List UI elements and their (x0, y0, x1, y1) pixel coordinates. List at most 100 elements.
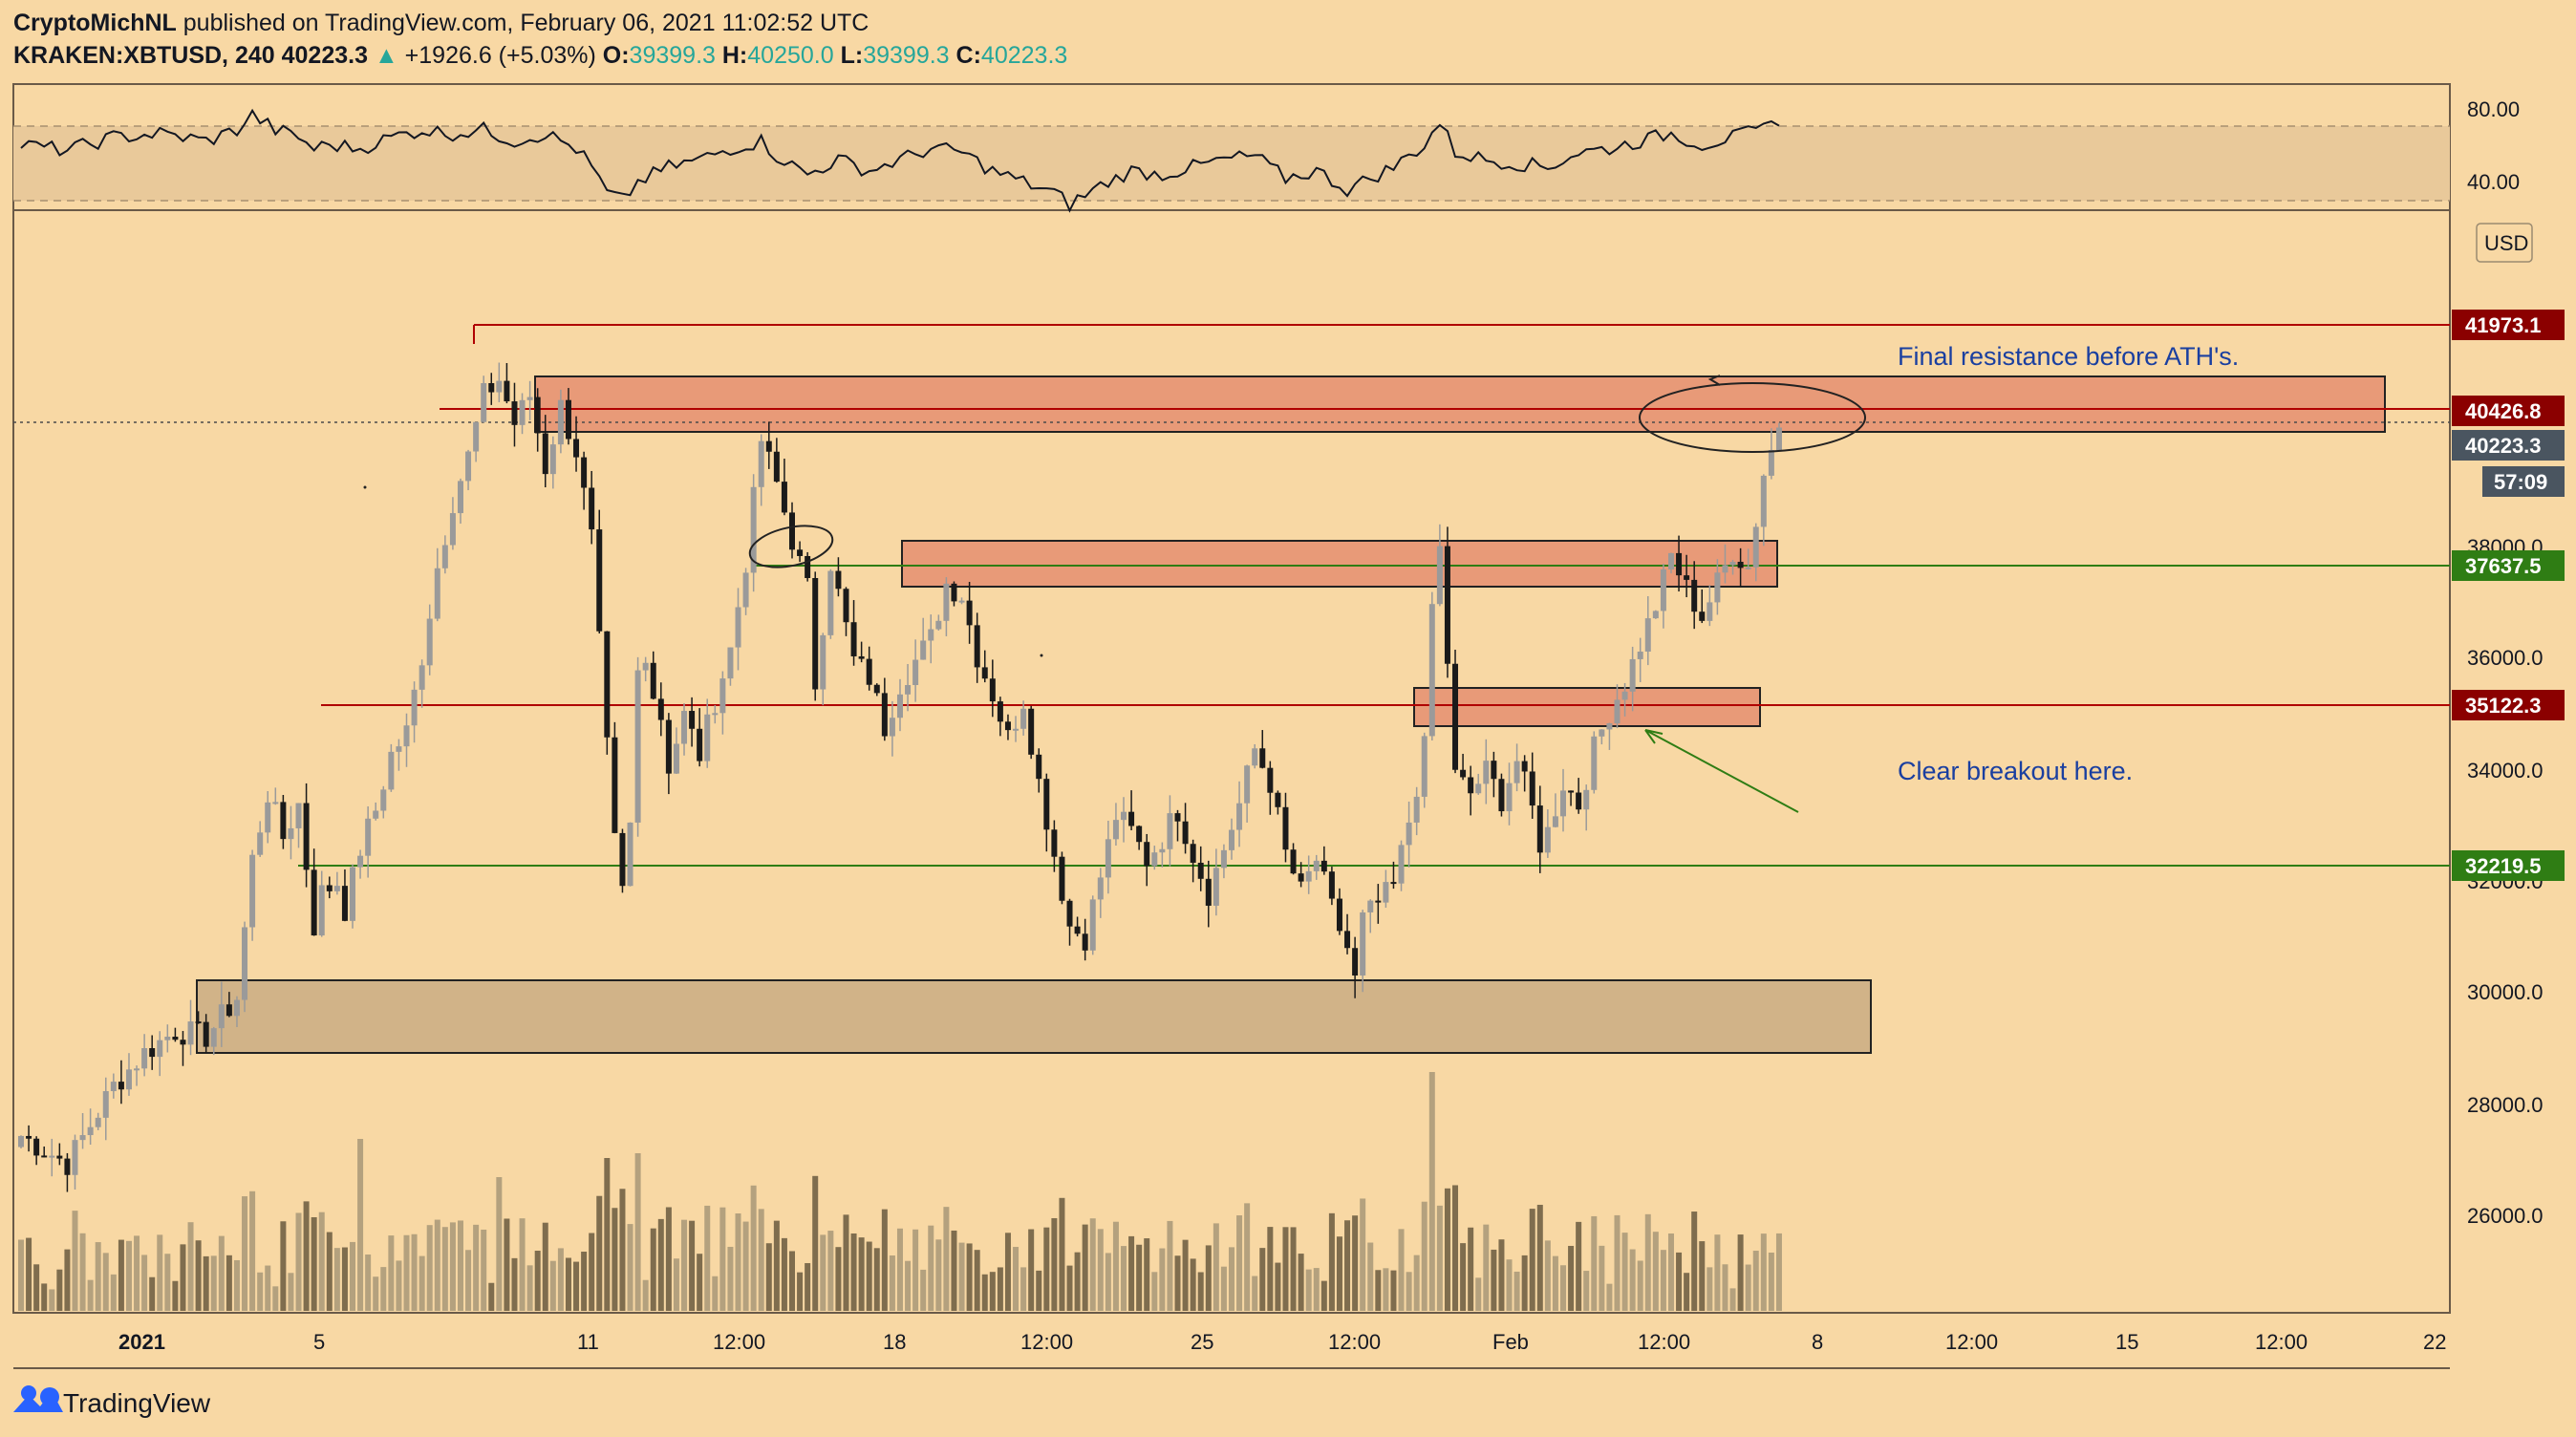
volume-bar (673, 1258, 679, 1311)
currency-label: USD (2484, 231, 2528, 255)
candle-body (1599, 729, 1605, 737)
volume-bar (789, 1251, 795, 1311)
candle-body (311, 869, 317, 936)
volume-bar (1483, 1224, 1490, 1311)
candle-body (835, 570, 842, 590)
volume-bar (797, 1272, 804, 1311)
volume-bar (218, 1235, 225, 1311)
candle-body (1637, 651, 1643, 659)
volume-bar (573, 1261, 580, 1311)
volume-bar (1637, 1260, 1643, 1311)
candle-body (1606, 723, 1613, 730)
candle-body (1375, 900, 1382, 903)
volume-bar (1560, 1265, 1566, 1311)
volume-bar (365, 1255, 372, 1311)
volume-bar (1468, 1227, 1474, 1311)
level-tag-label: 32219.5 (2465, 854, 2542, 878)
volume-bar (650, 1228, 656, 1311)
volume-bar (1313, 1268, 1320, 1311)
annotation-resistance: Final resistance before ATH's. (1898, 342, 2239, 371)
tradingview-brand: TradingView (63, 1388, 211, 1418)
candle-body (365, 818, 372, 856)
volume-bar (873, 1248, 880, 1311)
volume-bar (1144, 1238, 1150, 1311)
volume-bar (388, 1235, 395, 1311)
candlesticks (18, 362, 1782, 1192)
candle-body (1275, 792, 1281, 807)
volume-bar (1768, 1252, 1774, 1311)
rsi-tick: 40.00 (2467, 170, 2520, 194)
candle-body (1360, 912, 1366, 976)
level-tag (2452, 396, 2565, 426)
candle-body (958, 600, 965, 603)
candle-body (1282, 806, 1289, 850)
volume-bar (557, 1248, 564, 1311)
time-tick: 8 (1812, 1330, 1823, 1354)
volume-bar (1699, 1241, 1706, 1311)
high-value: 40250.0 (747, 42, 833, 69)
volume-bar (1684, 1273, 1690, 1311)
time-tick: 5 (313, 1330, 325, 1354)
candle-body (773, 451, 780, 483)
time-tick: 15 (2115, 1330, 2138, 1354)
candle-body (1336, 898, 1342, 932)
volume-bar (1066, 1265, 1073, 1311)
candle-body (1552, 816, 1558, 827)
volume-bar (1290, 1227, 1297, 1311)
volume-bar (958, 1242, 965, 1311)
candle-body (1136, 826, 1143, 843)
volume-bar (210, 1255, 217, 1311)
volume-bar (1544, 1240, 1551, 1311)
candle-body (750, 486, 757, 573)
volume-bar (1151, 1272, 1158, 1311)
header-line-2: KRAKEN:XBTUSD, 240 40223.3 ▲ +1926.6 (+5… (13, 42, 1067, 69)
candle-body (33, 1138, 40, 1156)
candle-body (1121, 811, 1127, 821)
volume-bar (496, 1177, 503, 1311)
candle-body (1383, 882, 1389, 903)
candle-body (350, 867, 356, 921)
resistance-zone-middle (901, 540, 1778, 588)
volume-bar (1660, 1250, 1666, 1311)
candle-body (981, 667, 988, 679)
candle-body (697, 728, 703, 761)
candle-body (1213, 868, 1219, 906)
candle-body (141, 1048, 148, 1069)
volume-bar (449, 1222, 456, 1311)
volume-bar (1498, 1239, 1505, 1311)
candle-body (1406, 822, 1412, 846)
volume-bar (102, 1253, 109, 1311)
candle-body (712, 713, 719, 716)
volume-bar (912, 1229, 919, 1311)
candle-body (1066, 900, 1073, 927)
volume-bar (1529, 1209, 1535, 1311)
volume-bar (49, 1289, 55, 1311)
candle-body (1722, 565, 1728, 573)
volume-bar (1413, 1255, 1420, 1311)
candle-body (542, 433, 548, 475)
volume-bar (357, 1139, 364, 1311)
volume-bar (288, 1273, 294, 1311)
tradingview-logo-icon[interactable] (13, 1385, 63, 1412)
currency-button[interactable] (2476, 223, 2533, 263)
candle-body (64, 1158, 71, 1175)
candle-body (1699, 611, 1706, 621)
author-name: CryptoMichNL (13, 10, 177, 36)
volume-bar (1205, 1245, 1212, 1311)
volume-bar (1352, 1215, 1359, 1311)
volume-bar (1513, 1271, 1520, 1311)
volume-bar (311, 1216, 317, 1311)
time-tick: 22 (2423, 1330, 2446, 1354)
time-tick: Feb (1492, 1330, 1529, 1354)
time-tick: 2021 (118, 1330, 165, 1354)
candle-body (1059, 856, 1065, 901)
volume-bar (943, 1207, 950, 1311)
candle-body (758, 440, 764, 487)
volume-bar (1621, 1233, 1628, 1311)
volume-bar (905, 1260, 912, 1311)
candle-body (388, 751, 395, 790)
volume-bar (195, 1240, 202, 1311)
volume-bar (465, 1250, 472, 1311)
time-tick: 12:00 (1328, 1330, 1381, 1354)
